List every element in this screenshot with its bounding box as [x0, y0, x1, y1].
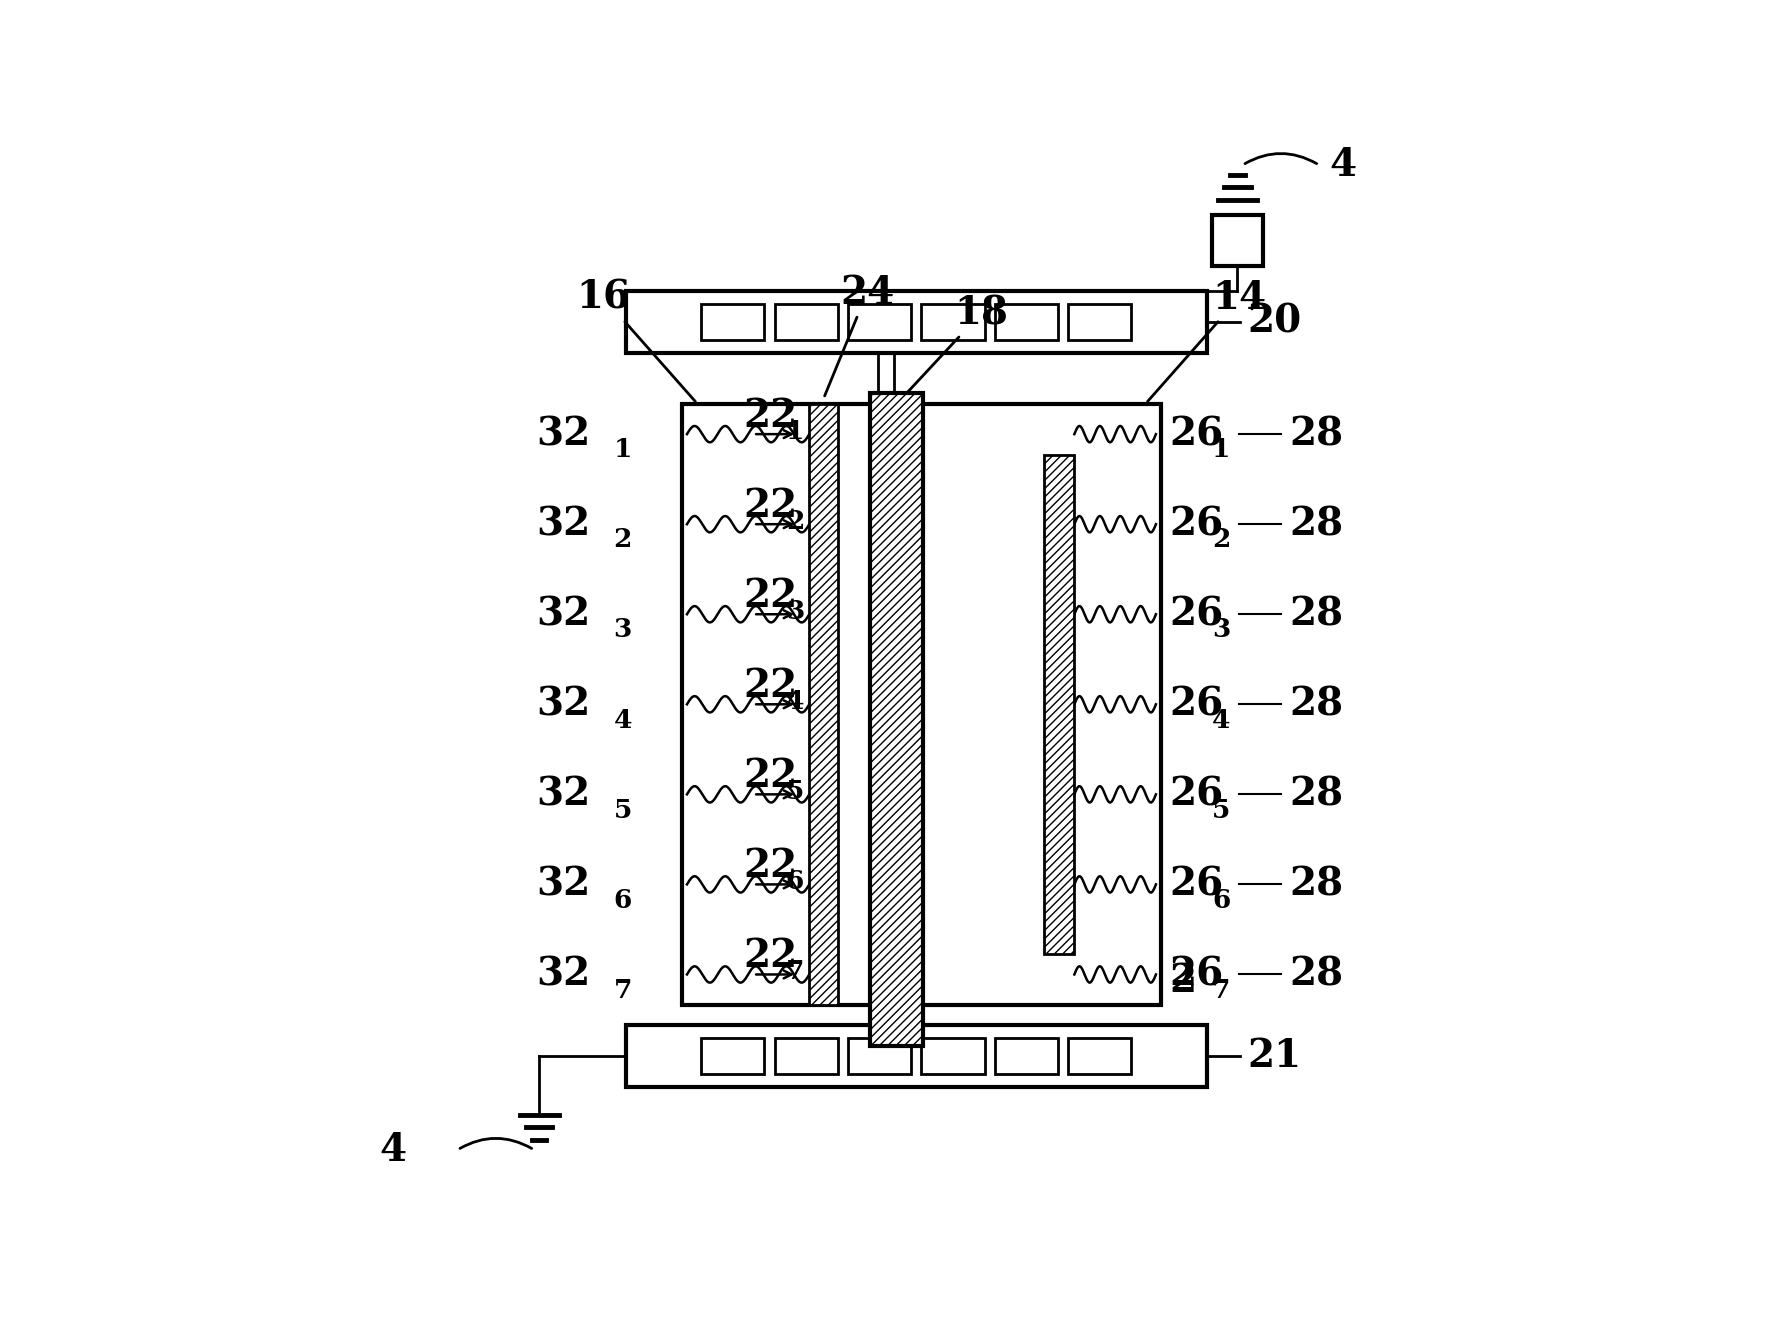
Bar — [1067, 305, 1132, 340]
Text: 5: 5 — [787, 780, 805, 804]
Bar — [1044, 454, 1075, 955]
Text: 22: 22 — [744, 847, 797, 884]
Text: 18: 18 — [899, 294, 1008, 401]
Text: 2: 2 — [1212, 527, 1230, 552]
Bar — [1212, 214, 1262, 266]
Text: 32: 32 — [536, 416, 590, 453]
Text: 28: 28 — [1289, 506, 1343, 543]
Text: 4: 4 — [1212, 707, 1230, 732]
Bar — [871, 393, 923, 1046]
Text: 32: 32 — [536, 776, 590, 813]
Text: 22: 22 — [744, 397, 797, 434]
Text: 32: 32 — [536, 506, 590, 543]
Text: 4: 4 — [787, 690, 805, 714]
Bar — [774, 1038, 839, 1074]
Text: 3: 3 — [787, 598, 805, 624]
Text: 1: 1 — [1212, 437, 1230, 462]
Bar — [701, 305, 765, 340]
Text: 5: 5 — [1212, 797, 1230, 822]
Text: 32: 32 — [536, 596, 590, 633]
Text: 28: 28 — [1289, 596, 1343, 633]
Text: 1: 1 — [787, 418, 805, 444]
Text: 32: 32 — [536, 956, 590, 993]
Text: 26: 26 — [1169, 416, 1223, 453]
Text: 3: 3 — [613, 617, 631, 642]
Text: 22: 22 — [744, 577, 797, 614]
Bar — [994, 305, 1058, 340]
Text: 22: 22 — [744, 757, 797, 794]
Bar — [626, 291, 1207, 352]
Bar — [810, 404, 839, 1005]
Text: 32: 32 — [536, 866, 590, 903]
Bar — [921, 1038, 985, 1074]
Text: 2: 2 — [613, 527, 631, 552]
Bar — [626, 1025, 1207, 1087]
Text: 6: 6 — [787, 870, 805, 894]
Text: 28: 28 — [1289, 956, 1343, 993]
Text: 22: 22 — [744, 667, 797, 704]
Text: 26: 26 — [1169, 956, 1223, 993]
Text: 26: 26 — [1169, 506, 1223, 543]
Bar — [681, 404, 1160, 1005]
Text: 1: 1 — [613, 437, 631, 462]
Bar — [848, 305, 912, 340]
Text: 3: 3 — [1212, 617, 1230, 642]
Text: 28: 28 — [1289, 686, 1343, 723]
Text: 6: 6 — [1212, 887, 1230, 912]
Text: 21: 21 — [1248, 1037, 1302, 1075]
Text: 2: 2 — [1169, 963, 1196, 1000]
Bar — [701, 1038, 765, 1074]
Bar — [848, 1038, 912, 1074]
Bar — [994, 1038, 1058, 1074]
Text: 20: 20 — [1248, 303, 1302, 342]
Text: 28: 28 — [1289, 776, 1343, 813]
Text: 4: 4 — [1328, 146, 1357, 184]
Text: 6: 6 — [613, 887, 631, 912]
Bar — [1067, 1038, 1132, 1074]
Text: 26: 26 — [1169, 596, 1223, 633]
Text: 14: 14 — [1148, 279, 1266, 401]
Text: 32: 32 — [536, 686, 590, 723]
Text: 2: 2 — [787, 508, 805, 534]
Text: 26: 26 — [1169, 686, 1223, 723]
Text: 26: 26 — [1169, 866, 1223, 903]
Text: 28: 28 — [1289, 866, 1343, 903]
Text: 7: 7 — [613, 977, 631, 1002]
Text: 5: 5 — [613, 797, 631, 822]
Text: 16: 16 — [578, 279, 696, 401]
Text: 7: 7 — [787, 960, 805, 984]
Text: 26: 26 — [1169, 776, 1223, 813]
Text: 4: 4 — [379, 1131, 406, 1169]
Bar — [774, 305, 839, 340]
Text: 4: 4 — [613, 707, 633, 732]
Text: 22: 22 — [744, 937, 797, 974]
Text: 24: 24 — [824, 274, 894, 396]
Text: 22: 22 — [744, 487, 797, 524]
Text: 7: 7 — [1212, 977, 1230, 1002]
Bar — [921, 305, 985, 340]
Text: 28: 28 — [1289, 416, 1343, 453]
